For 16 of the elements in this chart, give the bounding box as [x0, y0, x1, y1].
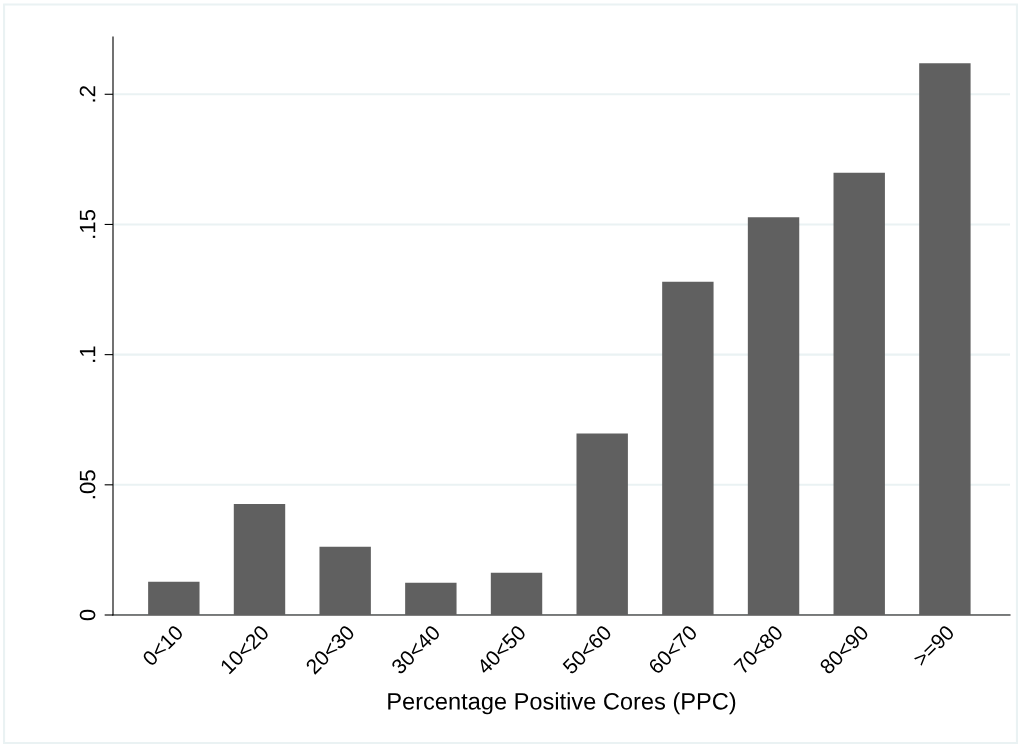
bar [576, 433, 628, 615]
bar [319, 546, 371, 615]
bar [662, 281, 714, 615]
bar [233, 504, 286, 615]
x-axis-title: Percentage Positive Cores (PPC) [388, 692, 736, 715]
bar [490, 572, 543, 615]
bar [405, 582, 457, 615]
y-tick-label: .1 [79, 346, 96, 362]
y-tick-label: .2 [79, 86, 96, 102]
bar [833, 172, 885, 615]
y-tick-label: .05 [79, 470, 96, 499]
y-tick-label: 0 [79, 609, 96, 621]
bar [919, 63, 971, 615]
bar [148, 581, 200, 615]
y-tick-label: .15 [79, 209, 96, 238]
bar [747, 217, 800, 615]
